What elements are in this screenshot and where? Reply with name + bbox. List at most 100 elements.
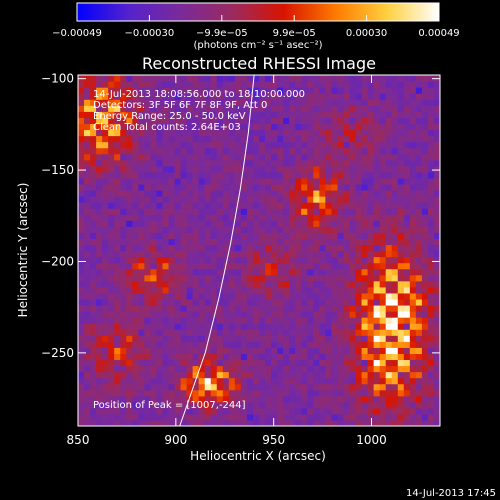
heatmap-cell bbox=[385, 407, 393, 415]
heatmap-cell bbox=[186, 202, 194, 209]
heatmap-cell bbox=[210, 147, 218, 155]
heatmap-cell bbox=[259, 177, 266, 185]
heatmap-cell bbox=[246, 220, 254, 227]
heatmap-cell bbox=[144, 117, 151, 125]
heatmap-cell bbox=[331, 111, 339, 118]
heatmap-cell bbox=[277, 262, 284, 270]
heatmap-cell bbox=[343, 311, 351, 318]
heatmap-cell bbox=[198, 123, 206, 131]
heatmap-cell bbox=[265, 341, 272, 348]
heatmap-cell bbox=[210, 280, 218, 288]
heatmap-cell bbox=[373, 123, 381, 131]
heatmap-cell bbox=[168, 353, 176, 361]
heatmap-cell bbox=[277, 383, 284, 391]
heatmap-cell bbox=[379, 286, 387, 294]
heatmap-cell bbox=[174, 311, 182, 318]
heatmap-cell bbox=[174, 304, 182, 312]
heatmap-cell bbox=[132, 244, 139, 252]
heatmap-cell bbox=[90, 105, 97, 112]
heatmap-cell bbox=[391, 196, 399, 203]
y-tick-label: −200 bbox=[41, 254, 74, 268]
heatmap-cell bbox=[156, 323, 164, 330]
heatmap-cell bbox=[150, 81, 158, 88]
heatmap-cell bbox=[301, 298, 308, 306]
heatmap-cell bbox=[78, 413, 85, 421]
heatmap-cell bbox=[228, 341, 236, 348]
heatmap-cell bbox=[289, 317, 296, 324]
heatmap-cell bbox=[409, 371, 417, 379]
heatmap-cell bbox=[325, 347, 332, 354]
heatmap-cell bbox=[186, 232, 194, 239]
heatmap-cell bbox=[174, 232, 182, 239]
heatmap-cell bbox=[271, 323, 278, 330]
heatmap-cell bbox=[319, 81, 326, 88]
heatmap-cell bbox=[421, 359, 429, 367]
heatmap-cell bbox=[277, 238, 284, 246]
heatmap-cell bbox=[283, 196, 290, 203]
heatmap-cell bbox=[337, 353, 345, 361]
heatmap-cell bbox=[385, 159, 393, 167]
heatmap-cell bbox=[96, 117, 103, 125]
heatmap-cell bbox=[295, 341, 302, 348]
heatmap-cell bbox=[78, 383, 85, 391]
heatmap-cell bbox=[84, 377, 91, 385]
heatmap-cell bbox=[391, 105, 399, 112]
heatmap-cell bbox=[391, 141, 399, 149]
heatmap-cell bbox=[138, 359, 145, 367]
heatmap-cell bbox=[313, 87, 320, 94]
heatmap-cell bbox=[385, 256, 393, 264]
heatmap-cell bbox=[301, 359, 308, 367]
heatmap-cell bbox=[168, 407, 176, 415]
heatmap-cell bbox=[391, 347, 399, 354]
heatmap-cell bbox=[162, 419, 170, 426]
heatmap-cell bbox=[150, 165, 158, 173]
heatmap-cell bbox=[162, 359, 170, 367]
heatmap-cell bbox=[373, 359, 381, 367]
heatmap-cell bbox=[415, 99, 423, 106]
heatmap-cell bbox=[385, 147, 393, 155]
heatmap-cell bbox=[156, 129, 164, 137]
y-tick-label: −250 bbox=[41, 346, 74, 360]
heatmap-cell bbox=[379, 317, 387, 324]
heatmap-cell bbox=[313, 123, 320, 131]
heatmap-cell bbox=[391, 389, 399, 397]
heatmap-cell bbox=[409, 93, 417, 100]
heatmap-cell bbox=[102, 81, 109, 88]
heatmap-cell bbox=[96, 159, 103, 167]
heatmap-cell bbox=[162, 395, 170, 403]
heatmap-cell bbox=[150, 389, 158, 397]
heatmap-cell bbox=[126, 280, 133, 288]
heatmap-cell bbox=[132, 286, 139, 294]
heatmap-cell bbox=[403, 286, 411, 294]
heatmap-cell bbox=[301, 419, 308, 426]
heatmap-cell bbox=[385, 177, 393, 185]
heatmap-cell bbox=[433, 341, 440, 348]
heatmap-cell bbox=[84, 250, 91, 258]
heatmap-cell bbox=[271, 171, 278, 179]
heatmap-cell bbox=[252, 93, 260, 100]
heatmap-cell bbox=[138, 323, 145, 330]
heatmap-cell bbox=[277, 419, 284, 426]
heatmap-cell bbox=[240, 377, 248, 385]
heatmap-cell bbox=[180, 311, 188, 318]
heatmap-cell bbox=[421, 75, 429, 82]
heatmap-cell bbox=[349, 383, 357, 391]
heatmap-cell bbox=[283, 87, 290, 94]
heatmap-cell bbox=[210, 359, 218, 367]
heatmap-cell bbox=[325, 117, 332, 125]
heatmap-cell bbox=[180, 111, 188, 118]
heatmap-cell bbox=[355, 93, 363, 100]
heatmap-cell bbox=[96, 317, 103, 324]
heatmap-cell bbox=[271, 280, 278, 288]
heatmap-cell bbox=[120, 286, 127, 294]
heatmap-cell bbox=[379, 341, 387, 348]
heatmap-cell bbox=[349, 335, 357, 342]
heatmap-cell bbox=[265, 401, 272, 409]
heatmap-cell bbox=[174, 262, 182, 270]
heatmap-cell bbox=[295, 177, 302, 185]
heatmap-cell bbox=[373, 117, 381, 125]
heatmap-cell bbox=[427, 75, 435, 82]
heatmap-cell bbox=[289, 377, 296, 385]
heatmap-cell bbox=[409, 177, 417, 185]
heatmap-cell bbox=[114, 347, 121, 354]
